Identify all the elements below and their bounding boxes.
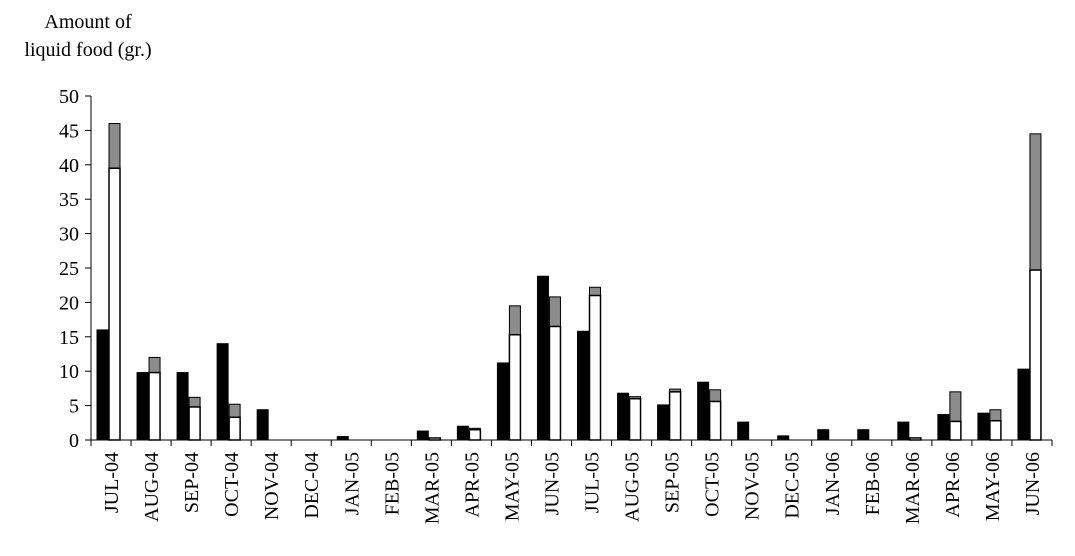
bar-black: [857, 429, 870, 441]
y-tick-label: 15: [59, 327, 79, 349]
x-tick-label: MAY-05: [501, 452, 523, 521]
bar-black: [977, 412, 990, 441]
bar-black: [617, 392, 630, 441]
bar-black: [697, 381, 710, 441]
x-tick-label: JUL-05: [582, 452, 604, 513]
bar-white: [228, 416, 241, 441]
y-tick-label: 0: [69, 430, 79, 452]
bar-black: [336, 436, 349, 441]
x-tick-label: MAR-06: [902, 452, 924, 524]
x-tick-label: MAR-05: [421, 452, 443, 524]
bar-gray: [108, 123, 121, 169]
bar-black: [817, 429, 830, 441]
bar-gray: [228, 403, 241, 418]
bar-white: [428, 437, 442, 441]
bar-gray: [148, 356, 161, 374]
bar-gray: [1029, 133, 1042, 271]
y-tick-label: 30: [59, 224, 79, 246]
x-tick-label: SEP-05: [662, 452, 684, 513]
x-tick-label: FEB-06: [862, 452, 884, 515]
bar-white: [708, 400, 722, 441]
y-tick-label: 25: [59, 258, 79, 280]
bar-black: [216, 343, 229, 441]
bar-black: [937, 414, 950, 441]
y-tick-label: 35: [59, 189, 79, 211]
bar-gray: [949, 391, 962, 422]
y-tick-label: 45: [59, 120, 79, 142]
bar-gray: [989, 409, 1002, 422]
x-tick-label: JAN-05: [341, 452, 363, 515]
bar-black: [256, 409, 269, 441]
bar-white: [949, 420, 962, 441]
y-tick-label: 20: [59, 292, 79, 314]
x-tick-label: OCT-05: [702, 452, 724, 517]
x-tick-label: NOV-04: [261, 452, 283, 520]
x-tick-label: FEB-05: [381, 452, 403, 515]
y-axis-label: Amount of liquid food (gr.): [8, 8, 168, 64]
bar-gray: [589, 286, 601, 297]
y-tick-label: 10: [59, 361, 79, 383]
x-tick-label: AUG-04: [141, 452, 163, 522]
y-tick-label: 50: [59, 86, 79, 108]
x-tick-label: AUG-05: [622, 452, 644, 522]
bar-white: [468, 428, 482, 441]
bar-black: [96, 329, 109, 441]
bar-black: [456, 425, 469, 441]
bar-white: [588, 294, 602, 441]
x-tick-label: SEP-04: [181, 452, 203, 513]
bar-black: [496, 362, 509, 441]
bar-black: [536, 275, 549, 441]
x-tick-label: MAY-06: [982, 452, 1004, 521]
x-tick-label: APR-06: [942, 452, 964, 518]
bar-white: [108, 167, 121, 441]
bar-black: [416, 430, 429, 441]
bar-white: [508, 333, 522, 441]
y-tick-label: 5: [69, 396, 79, 418]
x-tick-label: APR-05: [461, 452, 483, 518]
bar-gray: [548, 296, 561, 327]
bar-white: [188, 406, 201, 441]
bar-black: [777, 435, 790, 441]
bar-black: [136, 372, 149, 441]
bar-black: [737, 421, 750, 441]
bar-gray: [188, 396, 201, 408]
x-tick-label: DEC-05: [782, 452, 804, 519]
bar-black: [176, 372, 189, 441]
bar-white: [909, 437, 922, 441]
bar-black: [657, 404, 670, 441]
bar-white: [148, 371, 161, 441]
x-tick-label: JAN-06: [822, 452, 844, 515]
y-axis-label-line2: liquid food (gr.): [24, 39, 152, 61]
bar-black: [1017, 368, 1030, 441]
bar-white: [1029, 269, 1042, 441]
x-tick-label: JUN-05: [541, 452, 563, 515]
y-tick-label: 40: [59, 155, 79, 177]
bar-gray: [508, 305, 521, 336]
y-axis-label-line1: Amount of: [44, 11, 132, 33]
x-tick-label: NOV-05: [742, 452, 764, 520]
bar-black: [577, 330, 589, 441]
bar-white: [628, 397, 642, 441]
bar-white: [548, 325, 562, 441]
x-tick-label: JUL-04: [101, 452, 123, 513]
bar-black: [897, 421, 910, 441]
x-tick-label: JUN-06: [1022, 452, 1044, 515]
bar-white: [989, 419, 1002, 441]
x-tick-label: OCT-04: [221, 452, 243, 517]
bar-white: [668, 391, 682, 441]
bar-gray: [709, 389, 722, 402]
x-tick-label: DEC-04: [301, 452, 323, 519]
